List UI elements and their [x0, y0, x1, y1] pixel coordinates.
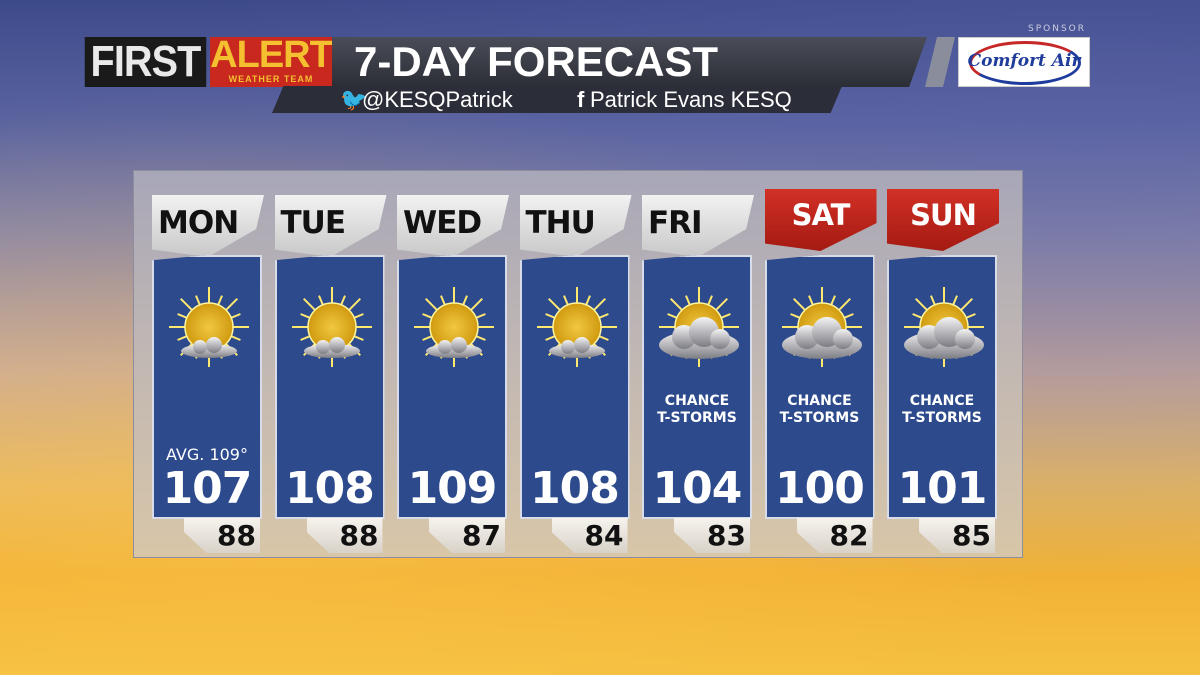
- day-column-wed: WED 109 87: [379, 171, 509, 559]
- day-column-tue: TUE 108 88: [257, 171, 387, 559]
- high-temp: 100: [775, 463, 865, 514]
- sponsor-name: Comfort Air: [967, 51, 1081, 71]
- partly-cloudy-icon: [904, 287, 984, 367]
- day-label: TUE: [274, 195, 387, 257]
- brand-alert-logo: ALERT WEATHER TEAM: [210, 34, 333, 87]
- high-temp: 109: [407, 463, 498, 514]
- low-temp: 88: [184, 518, 260, 553]
- day-column-sat: SAT CHANCE T-STORMS 100 82: [747, 171, 877, 559]
- day-label: SUN: [887, 189, 999, 251]
- mostly-sunny-icon: [169, 287, 249, 367]
- facebook-name: Patrick Evans KESQ: [590, 87, 792, 112]
- high-temp: 107: [162, 463, 253, 514]
- high-temp: 108: [530, 463, 620, 514]
- forecast-panel: CHANCE T-STORMS 101: [887, 255, 997, 519]
- high-temp: 108: [285, 463, 375, 514]
- low-temp: 83: [674, 518, 750, 553]
- mostly-sunny-icon: [414, 287, 494, 367]
- low-temp: 87: [429, 518, 505, 553]
- high-temp: 104: [652, 463, 743, 514]
- low-temp: 84: [551, 518, 628, 553]
- day-column-sun: SUN CHANCE T-STORMS 101 85: [869, 171, 999, 559]
- day-column-thu: THU 108 84: [502, 171, 632, 559]
- forecast-board: MON AVG. 109° 107 88 TUE 108 88 WED 109 87…: [133, 170, 1023, 558]
- brand-first: FIRST: [84, 37, 207, 87]
- forecast-panel: CHANCE T-STORMS 100: [764, 255, 875, 519]
- condition-text: CHANCE T-STORMS: [657, 393, 737, 426]
- day-column-mon: MON AVG. 109° 107 88: [134, 171, 264, 559]
- low-temp: 85: [919, 518, 995, 553]
- low-temp: 88: [306, 518, 383, 553]
- condition-text: CHANCE T-STORMS: [779, 393, 860, 426]
- brand-alert: ALERT: [210, 34, 333, 76]
- day-label: THU: [519, 195, 632, 257]
- day-label: FRI: [642, 195, 754, 257]
- condition-text: CHANCE T-STORMS: [902, 393, 982, 426]
- sponsor-label: SPONSOR: [1028, 24, 1087, 34]
- low-temp: 82: [796, 518, 873, 553]
- day-column-fri: FRI CHANCE T-STORMS 104 83: [624, 171, 754, 559]
- day-label: MON: [152, 195, 264, 257]
- twitter-handle: @KESQPatrick: [362, 87, 513, 112]
- partly-cloudy-icon: [781, 287, 862, 367]
- forecast-panel: CHANCE T-STORMS 104: [642, 255, 752, 519]
- partly-cloudy-icon: [659, 287, 739, 367]
- forecast-panel: 108: [274, 255, 385, 519]
- forecast-panel: 108: [519, 255, 630, 519]
- sponsor-logo: Comfort Air: [958, 37, 1090, 87]
- twitter-icon: 🐦: [340, 87, 368, 112]
- day-label: WED: [397, 195, 509, 257]
- high-temp: 101: [897, 463, 988, 514]
- average-high: AVG. 109°: [166, 445, 248, 464]
- brand-team: WEATHER TEAM: [228, 74, 314, 84]
- forecast-panel: 109: [397, 255, 507, 519]
- facebook-icon: f: [577, 87, 585, 112]
- mostly-sunny-icon: [291, 287, 372, 367]
- day-label: SAT: [764, 189, 877, 251]
- forecast-panel: AVG. 109° 107: [152, 255, 262, 519]
- social-bar: 🐦 @KESQPatrick f Patrick Evans KESQ: [272, 86, 842, 113]
- mostly-sunny-icon: [536, 287, 617, 367]
- page-title: 7-DAY FORECAST: [332, 37, 927, 87]
